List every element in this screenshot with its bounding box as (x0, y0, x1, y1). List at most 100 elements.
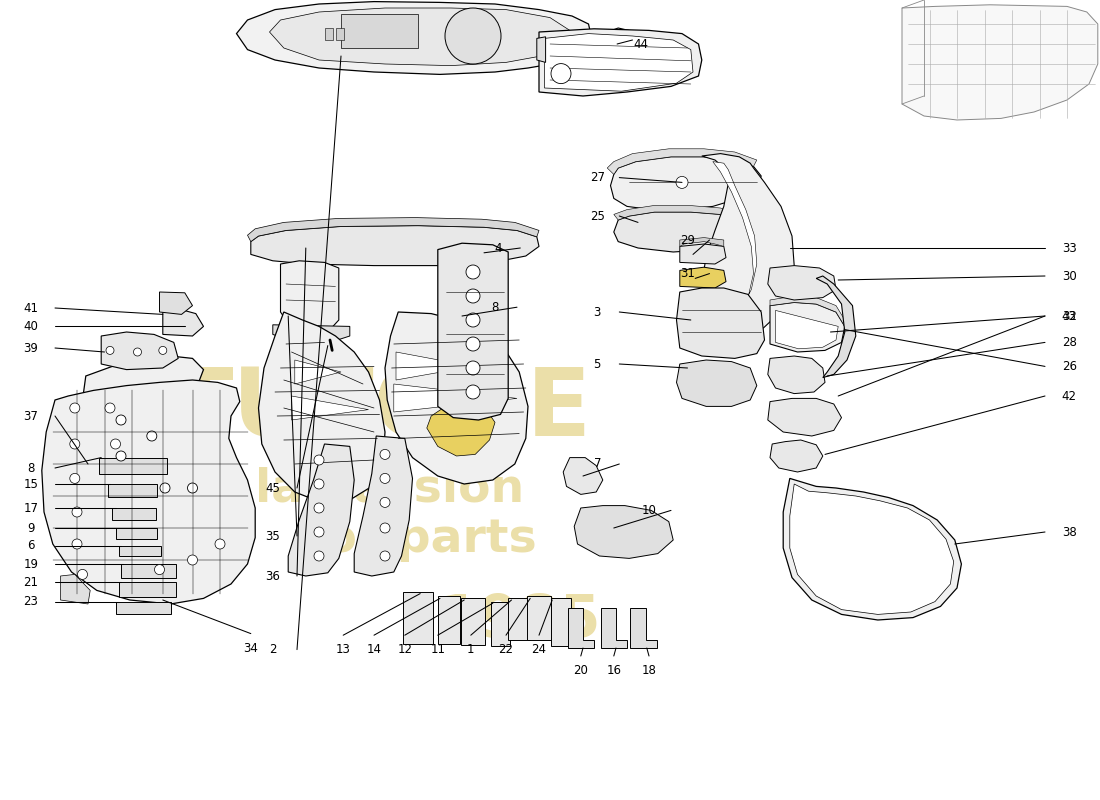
Text: 42: 42 (1062, 390, 1077, 402)
Polygon shape (280, 261, 339, 334)
Polygon shape (336, 28, 344, 40)
Text: 4: 4 (495, 242, 502, 254)
Circle shape (72, 507, 82, 517)
Circle shape (466, 337, 480, 351)
Text: 8: 8 (28, 462, 34, 474)
Polygon shape (680, 238, 724, 246)
Polygon shape (427, 404, 495, 456)
Polygon shape (680, 267, 726, 288)
Polygon shape (537, 37, 546, 62)
Polygon shape (563, 458, 603, 494)
Polygon shape (551, 598, 571, 646)
Text: 44: 44 (634, 38, 649, 50)
Circle shape (466, 313, 480, 327)
Text: 25: 25 (590, 210, 605, 222)
Circle shape (116, 415, 127, 425)
Text: 27: 27 (590, 171, 605, 184)
Circle shape (154, 565, 165, 574)
Polygon shape (396, 352, 473, 380)
Text: 15: 15 (23, 478, 38, 490)
Text: for parts: for parts (304, 518, 537, 562)
Polygon shape (438, 596, 460, 644)
Polygon shape (768, 398, 842, 436)
Text: 32: 32 (1062, 310, 1077, 322)
Polygon shape (251, 226, 539, 266)
Polygon shape (601, 608, 627, 648)
Text: 9: 9 (28, 522, 34, 534)
Text: 39: 39 (23, 342, 38, 354)
Polygon shape (236, 2, 592, 74)
Circle shape (160, 483, 170, 493)
Circle shape (466, 361, 480, 375)
Circle shape (72, 539, 82, 549)
Polygon shape (248, 218, 539, 242)
Text: 16: 16 (606, 664, 621, 677)
Text: 6: 6 (28, 539, 34, 552)
Polygon shape (119, 546, 161, 556)
Polygon shape (491, 602, 510, 646)
Polygon shape (258, 312, 385, 502)
Polygon shape (902, 5, 1098, 120)
Circle shape (314, 503, 324, 513)
Text: 38: 38 (1062, 526, 1077, 538)
Circle shape (551, 64, 571, 84)
Text: 24: 24 (531, 643, 547, 656)
Polygon shape (148, 426, 192, 464)
Text: 1: 1 (468, 643, 474, 656)
Polygon shape (676, 288, 764, 358)
Circle shape (187, 483, 198, 493)
Polygon shape (295, 360, 341, 384)
Circle shape (314, 551, 324, 561)
Polygon shape (75, 356, 236, 602)
Circle shape (110, 439, 121, 449)
Text: 41: 41 (23, 302, 38, 314)
Text: 31: 31 (680, 267, 695, 280)
Polygon shape (596, 28, 636, 60)
Text: 28: 28 (1062, 336, 1077, 349)
Polygon shape (768, 356, 825, 394)
Text: 36: 36 (265, 570, 280, 582)
Text: 40: 40 (23, 320, 38, 333)
Text: 11: 11 (430, 643, 446, 656)
Polygon shape (574, 506, 673, 558)
Polygon shape (568, 608, 594, 648)
Text: 12: 12 (397, 643, 412, 656)
Circle shape (466, 289, 480, 303)
Text: 43: 43 (1062, 310, 1077, 322)
Circle shape (466, 265, 480, 279)
Polygon shape (273, 325, 350, 342)
Text: 8: 8 (492, 301, 498, 314)
Polygon shape (770, 302, 845, 352)
Circle shape (187, 555, 198, 565)
Text: 5: 5 (594, 358, 601, 370)
Polygon shape (403, 592, 433, 644)
Polygon shape (676, 360, 757, 406)
Text: 2: 2 (270, 643, 276, 656)
Text: 10: 10 (641, 504, 657, 517)
Text: 35: 35 (265, 530, 280, 542)
Circle shape (146, 431, 157, 441)
Polygon shape (60, 574, 90, 604)
Circle shape (69, 403, 80, 413)
Circle shape (379, 498, 390, 507)
Polygon shape (770, 440, 823, 472)
Text: 14: 14 (366, 643, 382, 656)
Circle shape (116, 451, 127, 461)
Polygon shape (163, 309, 204, 336)
Circle shape (69, 439, 80, 449)
Polygon shape (160, 292, 192, 314)
Text: 3: 3 (594, 306, 601, 318)
Polygon shape (539, 29, 702, 96)
Text: 45: 45 (265, 482, 280, 494)
Text: 34: 34 (243, 642, 258, 654)
Polygon shape (790, 484, 954, 614)
Polygon shape (394, 384, 517, 412)
Polygon shape (121, 564, 176, 578)
Circle shape (214, 539, 225, 549)
Text: TUTORE: TUTORE (168, 364, 592, 456)
Circle shape (69, 474, 80, 483)
Text: 20: 20 (573, 664, 588, 677)
Circle shape (379, 523, 390, 533)
Circle shape (379, 551, 390, 561)
Polygon shape (119, 582, 176, 597)
